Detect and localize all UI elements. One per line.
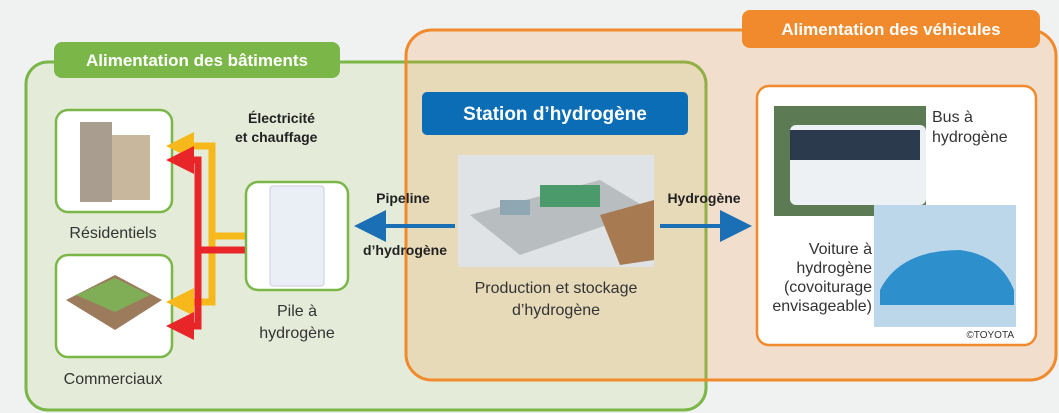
commercial-label: Commerciaux bbox=[64, 371, 163, 388]
vehicles-tab bbox=[742, 10, 1040, 48]
pipeline-label-top: Pipeline bbox=[376, 190, 430, 206]
station-title: Station d’hydrogène bbox=[463, 104, 647, 125]
car-image bbox=[874, 205, 1016, 327]
residential-label: Résidentiels bbox=[69, 225, 156, 242]
vehicles-title: Alimentation des véhicules bbox=[781, 20, 1000, 39]
buildings-tab bbox=[54, 42, 340, 78]
buildings-title: Alimentation des bâtiments bbox=[86, 51, 308, 70]
fuel-cell-image bbox=[269, 185, 325, 287]
hydrogen-label: Hydrogène bbox=[667, 190, 740, 206]
station-tab bbox=[422, 92, 688, 135]
residential-image bbox=[80, 122, 150, 202]
pipeline-label-bottom: d’hydrogène bbox=[363, 242, 447, 258]
energy-label: Électricité et chauffage bbox=[235, 110, 318, 145]
bus-image bbox=[774, 106, 926, 216]
energy-arrows bbox=[166, 132, 245, 340]
car-label: Voiture à hydrogène (covoiturage envisageab… bbox=[772, 241, 872, 315]
credit: ©TOYOTA bbox=[966, 330, 1014, 341]
station-caption: Production et stockage d’hydrogène bbox=[475, 280, 638, 319]
commercial-image bbox=[66, 275, 162, 330]
fuel-cell-label: Pile à hydrogène bbox=[259, 303, 335, 342]
station-image bbox=[458, 155, 654, 267]
bus-label: Bus à hydrogène bbox=[932, 109, 1008, 146]
